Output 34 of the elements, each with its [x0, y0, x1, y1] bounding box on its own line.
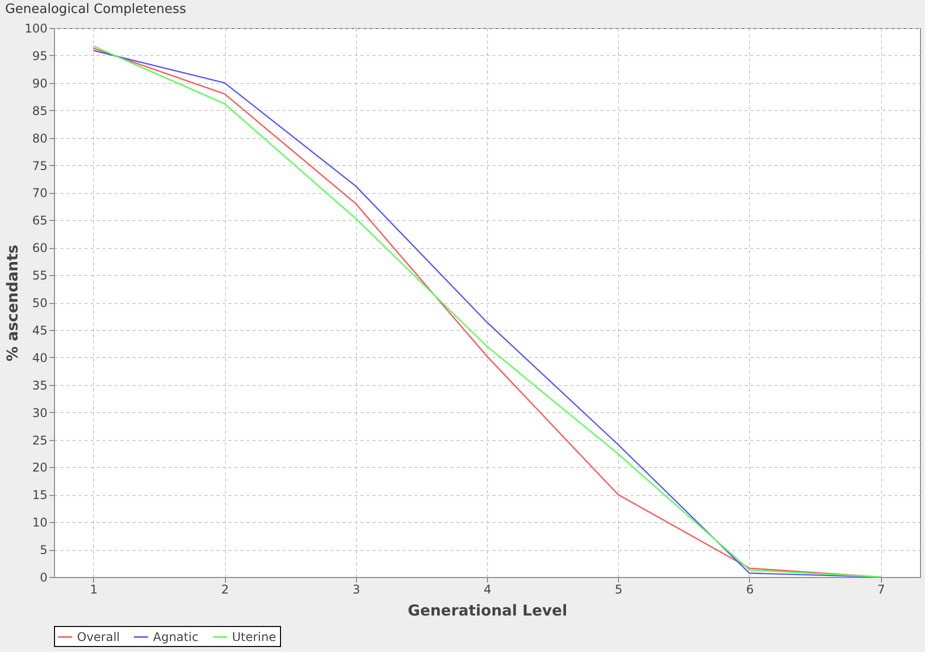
y-tick-label: 60 — [32, 241, 48, 256]
y-tick-label: 95 — [32, 48, 48, 63]
y-tick-label: 20 — [32, 460, 48, 475]
legend-label: Overall — [77, 630, 120, 644]
y-tick-label: 70 — [32, 186, 48, 200]
y-tick-label: 50 — [32, 296, 48, 310]
legend-label: Uterine — [232, 630, 276, 644]
x-axis-title: Generational Level — [408, 602, 568, 620]
y-tick-label: 40 — [32, 350, 48, 365]
x-tick-label: 2 — [221, 582, 229, 596]
x-tick-label: 3 — [352, 582, 360, 596]
legend-label: Agnatic — [153, 630, 198, 644]
y-tick-label: 90 — [32, 76, 48, 90]
y-axis-title: % ascendants — [4, 244, 22, 362]
y-tick-label: 85 — [32, 104, 48, 118]
y-tick-label: 5 — [40, 543, 48, 558]
chart-title: Genealogical Completeness — [5, 2, 186, 17]
y-tick-label: 75 — [32, 158, 48, 173]
y-tick-label: 30 — [32, 406, 48, 420]
x-tick-label: 4 — [484, 582, 492, 596]
x-tick-label: 6 — [746, 582, 754, 596]
x-tick-label: 7 — [877, 582, 885, 596]
y-tick-label: 35 — [32, 378, 48, 392]
y-tick-label: 55 — [32, 268, 48, 283]
y-tick-label: 100 — [24, 22, 48, 36]
y-tick-label: 45 — [32, 323, 48, 338]
x-tick-label: 5 — [614, 582, 623, 596]
y-tick-label: 10 — [32, 516, 48, 530]
y-tick-label: 0 — [40, 570, 48, 584]
y-tick-label: 65 — [32, 214, 48, 228]
x-tick-label: 1 — [90, 582, 98, 596]
y-tick-label: 25 — [32, 433, 48, 448]
y-tick-label: 80 — [32, 131, 48, 146]
y-tick-label: 15 — [32, 488, 48, 502]
